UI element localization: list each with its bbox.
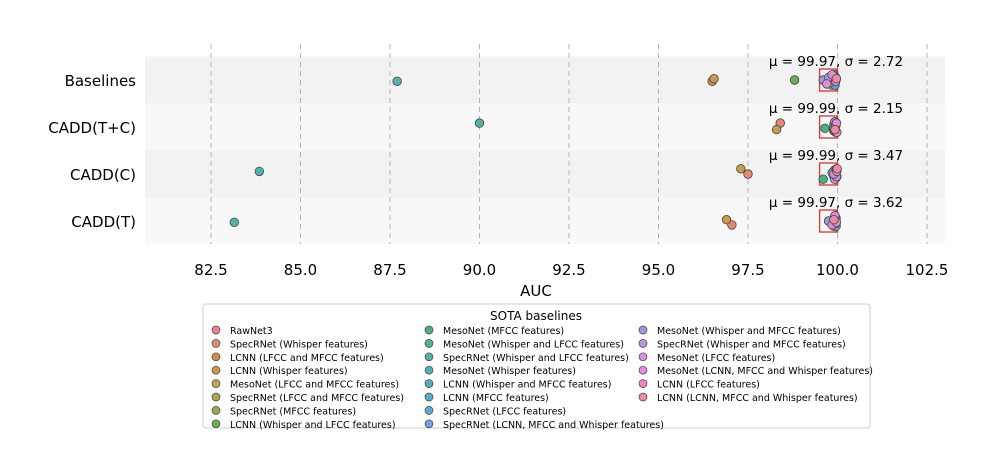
x-tick-label: 90.0: [463, 261, 496, 279]
legend-marker: [424, 406, 434, 415]
legend-label: LCNN (Whisper and LFCC features): [230, 420, 396, 431]
legend-label: SpecRNet (LCNN, MFCC and Whisper feature…: [443, 420, 664, 431]
y-tick-label: CADD(C): [70, 166, 136, 184]
data-point: [820, 123, 830, 134]
legend-marker: [424, 392, 434, 402]
data-point: [822, 79, 832, 89]
legend-label: SpecRNet (Whisper and MFCC features): [657, 339, 846, 350]
data-point: [818, 174, 828, 184]
legend-label: MesoNet (LFCC features): [657, 353, 775, 364]
legend-marker: [211, 325, 221, 335]
data-point: [789, 75, 800, 85]
stat-annotations: μ = 99.97, σ = 2.72 μ = 99.99, σ = 2.15 μ …: [769, 54, 903, 211]
legend-marker: [211, 406, 221, 415]
legend-marker: [424, 379, 434, 388]
legend-label: LCNN (Whisper features): [230, 366, 348, 377]
legend-marker: [638, 339, 648, 348]
data-point: [771, 124, 782, 135]
legend-label: MesoNet (MFCC features): [443, 326, 564, 337]
legend-label: RawNet3: [230, 326, 273, 337]
stat-annotation: μ = 99.99, σ = 3.47: [769, 148, 903, 164]
legend-label: SpecRNet (MFCC features): [230, 406, 356, 417]
legend-marker: [424, 365, 434, 375]
legend-label: SpecRNet (LFCC and MFCC features): [230, 393, 404, 404]
legend-title: SOTA baselines: [490, 309, 582, 323]
legend-label: MesoNet (Whisper and MFCC features): [657, 326, 841, 337]
legend-marker: [211, 352, 221, 362]
legend-marker: [638, 352, 648, 362]
y-tick-labels: Baselines CADD(T+C) CADD(C) CADD(T): [48, 72, 136, 231]
y-tick-label: CADD(T+C): [48, 119, 136, 137]
data-point: [392, 76, 402, 87]
data-point: [474, 118, 485, 128]
legend-marker: [211, 339, 221, 348]
legend-items: RawNet3 SpecRNet (Whisper features) LCNN (…: [211, 325, 873, 431]
legend-label: MesoNet (Whisper features): [443, 366, 576, 377]
data-point: [743, 169, 753, 179]
x-tick-label: 100.0: [816, 261, 859, 279]
legend-label: LCNN (LFCC features): [657, 380, 760, 391]
stat-annotation: μ = 99.99, σ = 2.15: [769, 101, 903, 117]
legend-label: LCNN (Whisper and MFCC features): [443, 380, 611, 391]
legend-marker: [638, 392, 648, 402]
legend-label: LCNN (MFCC features): [443, 393, 549, 404]
x-tick-label: 97.5: [731, 261, 764, 279]
data-points: [229, 70, 842, 231]
data-point: [831, 73, 842, 84]
x-tick-label: 82.5: [194, 261, 227, 279]
legend-marker: [211, 379, 221, 388]
data-point: [254, 166, 265, 177]
legend-marker: [638, 365, 648, 375]
legend-label: MesoNet (LCNN, MFCC and Whisper features…: [657, 366, 873, 377]
legend-marker: [211, 419, 221, 429]
data-point: [736, 164, 746, 174]
data-point: [229, 217, 239, 228]
x-gridlines: [210, 44, 928, 244]
legend-label: LCNN (LFCC and MFCC features): [230, 353, 384, 364]
stat-annotation: μ = 99.97, σ = 2.72: [769, 54, 903, 70]
legend-label: SpecRNet (Whisper and LFCC features): [443, 353, 629, 364]
data-point: [832, 164, 842, 174]
x-tick-label: 102.5: [906, 261, 949, 279]
row-band: [145, 197, 945, 245]
data-point: [829, 214, 839, 225]
row-band: [145, 56, 945, 104]
row-band: [145, 103, 945, 151]
row-bands: [145, 56, 945, 245]
data-point: [709, 73, 719, 84]
legend-marker: [638, 325, 648, 335]
x-axis-label: AUC: [520, 282, 552, 300]
stat-annotation: μ = 99.97, σ = 3.62: [769, 195, 903, 211]
x-tick-labels: 82.5 85.0 87.5 90.0 92.5 95.0 97.5 100.0 102.5: [194, 261, 948, 279]
row-band: [145, 150, 945, 198]
legend-label: MesoNet (Whisper and LFCC features): [443, 339, 624, 350]
legend-marker: [424, 419, 434, 429]
legend-label: LCNN (LCNN, MFCC and Whisper features): [657, 393, 858, 404]
x-tick-label: 95.0: [642, 261, 675, 279]
legend-marker: [211, 365, 221, 375]
legend-marker: [211, 392, 221, 402]
legend-frame: [202, 303, 871, 429]
data-point: [830, 124, 840, 135]
x-tick-label: 85.0: [284, 261, 317, 279]
legend-marker: [424, 325, 434, 335]
legend: SOTA baselines RawNet3 SpecRNet (Whisper …: [202, 303, 873, 431]
data-point: [721, 214, 732, 225]
legend-label: SpecRNet (Whisper features): [230, 339, 368, 350]
legend-label: SpecRNet (LFCC features): [443, 406, 566, 417]
x-tick-label: 87.5: [373, 261, 406, 279]
y-tick-label: Baselines: [65, 72, 137, 90]
legend-marker: [424, 339, 434, 348]
y-tick-label: CADD(T): [71, 213, 136, 231]
legend-label: MesoNet (LFCC and MFCC features): [230, 380, 399, 391]
legend-marker: [638, 379, 648, 388]
x-tick-label: 92.5: [552, 261, 585, 279]
legend-marker: [424, 352, 434, 362]
